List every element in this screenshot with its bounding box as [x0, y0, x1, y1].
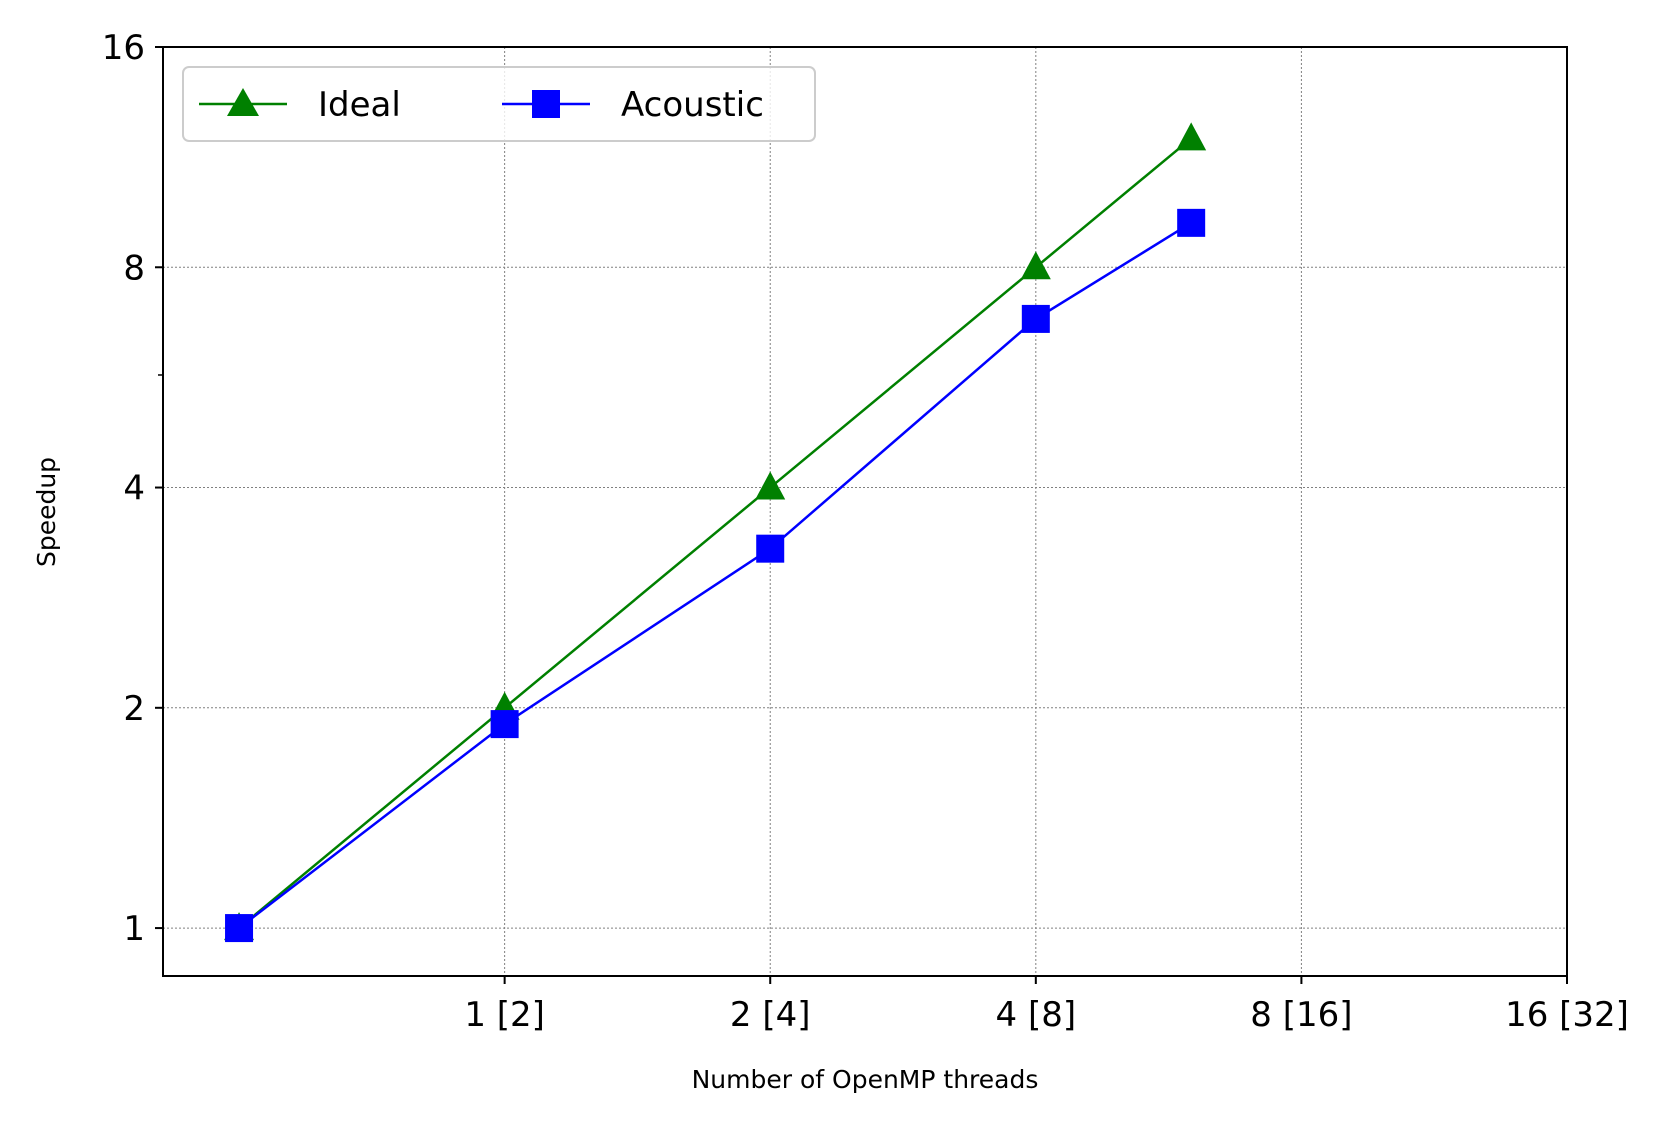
y-tick-label: 2 — [123, 689, 145, 729]
x-tick-label: 1 [2] — [464, 995, 545, 1035]
legend-label-ideal: Ideal — [318, 85, 401, 125]
series-acoustic — [225, 208, 1206, 943]
legend-marker-acoustic — [532, 90, 560, 118]
plot-frame — [162, 46, 1568, 977]
y-tick-label: 8 — [123, 248, 145, 288]
data-point-acoustic — [756, 534, 785, 563]
y-tick-label: 1 — [123, 909, 145, 949]
legend: Ideal Acoustic — [182, 66, 816, 142]
data-point-ideal — [1176, 122, 1207, 151]
y-axis-label: Speedup — [32, 457, 61, 567]
y-tick-label: 4 — [123, 469, 145, 509]
data-point-acoustic — [225, 914, 254, 943]
data-point-ideal — [1020, 251, 1051, 280]
x-tick-label: 4 [8] — [996, 995, 1077, 1035]
x-axis-label: Number of OpenMP threads — [692, 1065, 1039, 1094]
x-tick-label: 8 [16] — [1250, 995, 1352, 1035]
legend-marker-ideal — [227, 88, 259, 116]
data-point-acoustic — [1177, 208, 1206, 237]
x-tick-label: 2 [4] — [730, 995, 811, 1035]
x-tick-label: 16 [32] — [1505, 995, 1629, 1035]
data-point-acoustic — [490, 710, 519, 739]
tick-layer: 1 [2] 2 [4] 4 [8] 8 [16] 16 [32] 1 2 4 8 16 — [102, 28, 1629, 1035]
series-layer — [224, 122, 1207, 943]
legend-box — [182, 66, 816, 142]
y-tick-label: 16 — [102, 28, 145, 68]
data-point-acoustic — [1021, 304, 1050, 333]
legend-label-acoustic: Acoustic — [621, 85, 764, 125]
data-point-ideal — [755, 471, 786, 500]
